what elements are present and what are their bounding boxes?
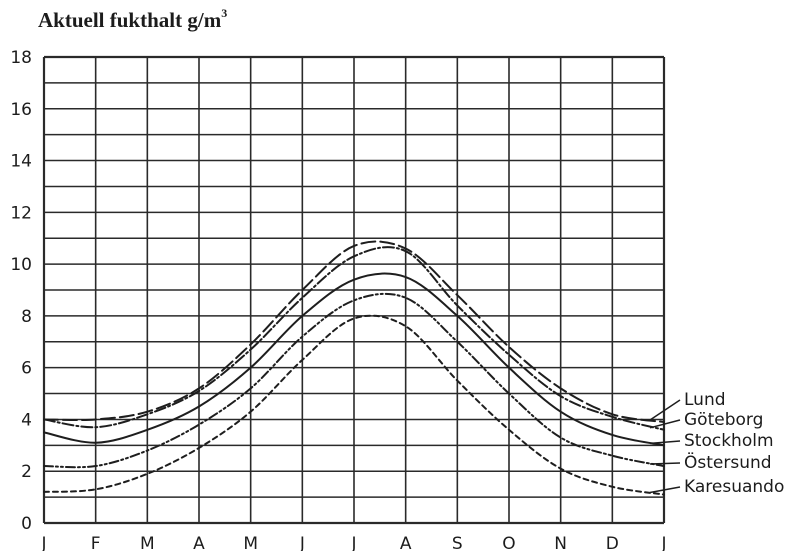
- y-tick-label: 12: [10, 203, 32, 223]
- x-tick-label: A: [193, 534, 205, 551]
- x-tick-label: N: [554, 534, 567, 551]
- x-tick-label: F: [91, 534, 101, 551]
- series-line-4: [43, 314, 665, 496]
- legend-leader: [649, 486, 681, 494]
- y-tick-label: 8: [21, 307, 32, 327]
- x-tick-label: D: [606, 534, 619, 551]
- y-tick-label: 14: [10, 152, 32, 172]
- series-line-0: [43, 240, 665, 424]
- series-line-3: [43, 292, 665, 469]
- y-tick-label: 0: [21, 514, 32, 534]
- x-tick-label: M: [140, 534, 155, 551]
- chart-title-superscript: 3: [221, 6, 228, 20]
- y-tick-label: 18: [10, 48, 32, 68]
- series-line-1: [43, 246, 665, 431]
- chart-title-text: Aktuell fukthalt g/m: [38, 8, 222, 32]
- y-tick-label: 6: [21, 359, 32, 379]
- legend-leader: [649, 419, 681, 429]
- x-tick-label: J: [40, 534, 46, 551]
- series-line-2: [43, 272, 665, 447]
- chart-grid: [42, 55, 666, 525]
- y-tick-label: 16: [10, 100, 32, 120]
- legend-entry: Göteborg: [684, 410, 763, 430]
- legend-entry: Karesuando: [684, 477, 784, 497]
- y-tick-label: 4: [21, 410, 32, 430]
- x-tick-label: M: [243, 534, 258, 551]
- chart-title: Aktuell fukthalt g/m3: [38, 6, 228, 33]
- x-tick-label: A: [400, 534, 412, 551]
- legend-leader: [649, 440, 681, 445]
- legend-entry: Stockholm: [684, 431, 774, 451]
- legend-leader: [649, 462, 681, 465]
- x-tick-label: S: [452, 534, 463, 551]
- x-tick-label: O: [502, 534, 515, 551]
- x-tick-label: J: [660, 534, 666, 551]
- legend-entry: Lund: [684, 390, 726, 410]
- legend-leader: [649, 399, 681, 421]
- x-tick-label: J: [299, 534, 305, 551]
- chart-ticks: 0 2 4 6 8 10 12 14 16 18 J F M A M J J A S O N D J: [10, 48, 666, 551]
- legend-entry: Östersund: [684, 451, 772, 473]
- x-tick-label: J: [350, 534, 356, 551]
- chart-series: [43, 240, 665, 496]
- y-tick-label: 10: [10, 255, 32, 275]
- y-tick-label: 2: [21, 462, 32, 482]
